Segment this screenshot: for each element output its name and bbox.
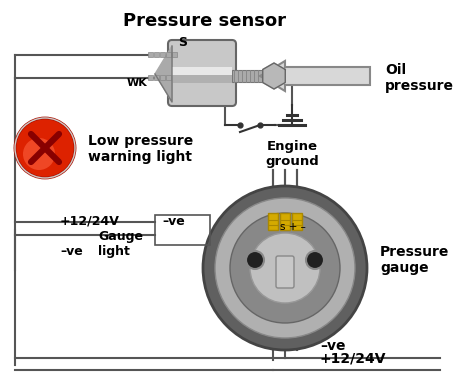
Text: +12/24V: +12/24V (320, 352, 386, 366)
FancyBboxPatch shape (168, 40, 236, 106)
Bar (232, 70, 267, 82)
Circle shape (15, 118, 75, 178)
FancyBboxPatch shape (166, 75, 171, 80)
FancyBboxPatch shape (148, 75, 153, 80)
Text: s + –: s + – (280, 222, 306, 232)
Text: –ve: –ve (60, 245, 83, 258)
FancyBboxPatch shape (292, 213, 302, 230)
FancyBboxPatch shape (160, 52, 165, 57)
FancyBboxPatch shape (268, 213, 278, 230)
Polygon shape (263, 63, 285, 89)
Text: Low pressure
warning light: Low pressure warning light (88, 134, 193, 164)
FancyArrow shape (260, 61, 370, 91)
FancyBboxPatch shape (280, 213, 290, 230)
Text: Oil
pressure: Oil pressure (385, 63, 454, 93)
FancyBboxPatch shape (154, 52, 159, 57)
Circle shape (23, 138, 55, 170)
Circle shape (215, 198, 355, 338)
FancyBboxPatch shape (172, 52, 177, 57)
Circle shape (306, 251, 324, 269)
Text: +12/24V: +12/24V (60, 215, 120, 228)
FancyBboxPatch shape (154, 75, 159, 80)
Text: WK: WK (126, 78, 147, 88)
Bar (172, 67, 232, 75)
Text: Gauge
light: Gauge light (98, 230, 143, 258)
Polygon shape (155, 46, 172, 102)
Circle shape (250, 233, 320, 303)
Text: –ve: –ve (320, 339, 346, 353)
Circle shape (203, 186, 367, 350)
Circle shape (230, 213, 340, 323)
Text: S: S (179, 36, 188, 49)
Text: Pressure
gauge: Pressure gauge (380, 245, 449, 275)
Circle shape (246, 251, 264, 269)
FancyBboxPatch shape (172, 75, 177, 80)
Bar (155, 215, 210, 245)
FancyBboxPatch shape (166, 52, 171, 57)
Text: –ve: –ve (162, 215, 185, 228)
FancyBboxPatch shape (276, 256, 294, 288)
Bar (172, 75, 232, 83)
Text: Pressure sensor: Pressure sensor (124, 12, 286, 30)
FancyBboxPatch shape (160, 75, 165, 80)
FancyBboxPatch shape (148, 52, 153, 57)
Text: Engine
ground: Engine ground (265, 140, 319, 168)
